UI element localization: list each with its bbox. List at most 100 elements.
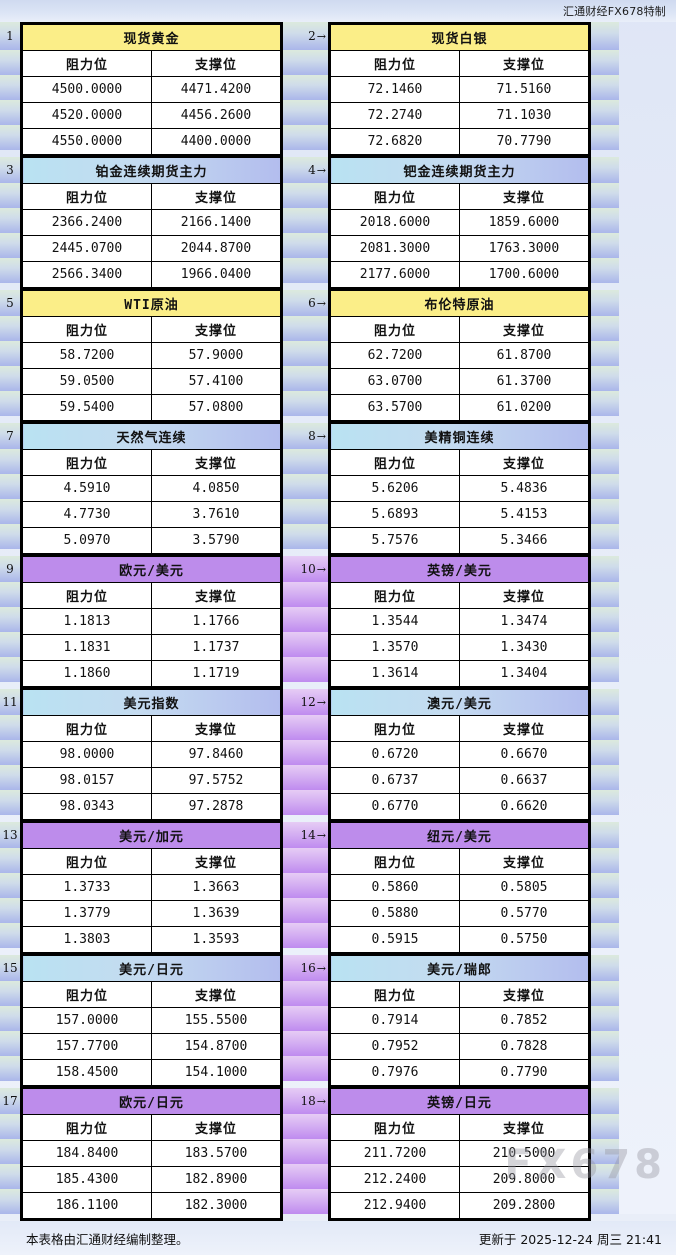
- gutter-cell: [0, 981, 20, 1006]
- support-value: 57.4100: [151, 368, 281, 395]
- support-value: 1859.6000: [459, 209, 589, 236]
- instrument-panel: 现货白银 阻力位 支撑位 72.1460 71.5160 72.2740 71.1030 72…: [328, 22, 591, 157]
- table-row: 5.0970 3.5790: [22, 527, 281, 554]
- gutter-cell: [283, 1031, 328, 1056]
- support-value: 183.5700: [151, 1140, 281, 1167]
- gutter-cell: [0, 183, 20, 208]
- gutter-cell: [283, 848, 328, 873]
- gutter-cell: [591, 75, 619, 100]
- table-row: 0.6720 0.6670: [330, 741, 589, 768]
- support-value: 71.1030: [459, 102, 589, 129]
- gutter-cell: [283, 1139, 328, 1164]
- middle-row-gutter: 16 →: [283, 955, 328, 1088]
- gutter-cell: [591, 474, 619, 499]
- instrument-title: 现货黄金: [22, 24, 281, 51]
- gutter-cell: [283, 366, 328, 391]
- row-pointer-arrow: →: [316, 961, 326, 975]
- resistance-value: 72.2740: [330, 102, 460, 129]
- gutter-cell: [0, 1114, 20, 1139]
- support-value: 0.7852: [459, 1007, 589, 1034]
- gutter-cell: [591, 1031, 619, 1056]
- support-value: 5.4153: [459, 501, 589, 528]
- table-row: 184.8400 183.5700: [22, 1140, 281, 1167]
- gutter-cell: [283, 474, 328, 499]
- column-header-resistance: 阻力位: [330, 848, 460, 875]
- resistance-value: 5.6206: [330, 475, 460, 502]
- gutter-cell: [591, 341, 619, 366]
- resistance-value: 59.5400: [22, 394, 152, 421]
- support-value: 4456.2600: [151, 102, 281, 129]
- resistance-value: 1.3733: [22, 874, 152, 901]
- gutter-cell: [283, 233, 328, 258]
- update-label: 更新于: [478, 1231, 517, 1247]
- gutter-cell: [591, 873, 619, 898]
- gutter-cell: [283, 873, 328, 898]
- gutter-cell: [0, 582, 20, 607]
- table-row: 0.7952 0.7828: [330, 1033, 589, 1060]
- gutter-cell: [591, 715, 619, 740]
- block-row: 11 美元指数 阻力位 支撑位 98.0000 97.8460 98.0157 97.5752…: [0, 689, 676, 822]
- instrument-panel: 纽元/美元 阻力位 支撑位 0.5860 0.5805 0.5880 0.5770 0.591…: [328, 822, 591, 955]
- instrument-title: 美元/日元: [22, 955, 281, 982]
- support-value: 61.0200: [459, 394, 589, 421]
- gutter-cell: [0, 873, 20, 898]
- resistance-value: 212.9400: [330, 1192, 460, 1219]
- row-number-right: 8 →: [283, 423, 328, 449]
- resistance-value: 63.0700: [330, 368, 460, 395]
- row-pointer-arrow: →: [316, 828, 326, 842]
- instrument-panel: 美元指数 阻力位 支撑位 98.0000 97.8460 98.0157 97.5752 98…: [20, 689, 283, 822]
- support-value: 4471.4200: [151, 76, 281, 103]
- support-value: 1.1719: [151, 660, 281, 687]
- instrument-panel: 美精铜连续 阻力位 支撑位 5.6206 5.4836 5.6893 5.4153 5.757…: [328, 423, 591, 556]
- table-row: 0.6737 0.6637: [330, 767, 589, 794]
- instrument-panel: WTI原油 阻力位 支撑位 58.7200 57.9000 59.0500 57.4100 5…: [20, 290, 283, 423]
- block-row: 3 铂金连续期货主力 阻力位 支撑位 2366.2400 2166.1400 2445.07…: [0, 157, 676, 290]
- column-header-support: 支撑位: [151, 1114, 281, 1141]
- table-row: 1.3570 1.3430: [330, 634, 589, 661]
- gutter-cell: [0, 1056, 20, 1081]
- gutter-cell: [591, 290, 619, 316]
- resistance-value: 1.3779: [22, 900, 152, 927]
- middle-row-gutter: 2 →: [283, 22, 328, 157]
- gutter-cell: [283, 1189, 328, 1214]
- gutter-cell: [283, 1114, 328, 1139]
- gutter-cell: [0, 1006, 20, 1031]
- gutter-cell: [591, 582, 619, 607]
- gutter-cell: [0, 100, 20, 125]
- instrument-panel: 布伦特原油 阻力位 支撑位 62.7200 61.8700 63.0700 61.3700 6…: [328, 290, 591, 423]
- support-value: 210.5000: [459, 1140, 589, 1167]
- row-number-left: 1: [0, 22, 20, 50]
- gutter-cell: [0, 449, 20, 474]
- table-row: 2018.6000 1859.6000: [330, 209, 589, 236]
- support-value: 1966.0400: [151, 261, 281, 288]
- row-number-right: 10 →: [283, 556, 328, 582]
- instrument-title: 欧元/美元: [22, 556, 281, 583]
- support-value: 57.0800: [151, 394, 281, 421]
- instrument-panel: 天然气连续 阻力位 支撑位 4.5910 4.0850 4.7730 3.7610 5.097…: [20, 423, 283, 556]
- gutter-cell: [283, 449, 328, 474]
- gutter-cell: [591, 657, 619, 682]
- table-row: 72.2740 71.1030: [330, 102, 589, 129]
- top-header-bar: 汇通财经FX678特制: [0, 0, 676, 22]
- gutter-cell: [0, 75, 20, 100]
- table-row: 58.7200 57.9000: [22, 342, 281, 369]
- resistance-value: 0.6720: [330, 741, 460, 768]
- gutter-cell: [591, 316, 619, 341]
- gutter-cell: [283, 1164, 328, 1189]
- column-header-support: 支撑位: [459, 183, 589, 210]
- table-row: 0.7976 0.7790: [330, 1059, 589, 1086]
- column-header-resistance: 阻力位: [330, 183, 460, 210]
- gutter-cell: [283, 391, 328, 416]
- table-row: 4550.0000 4400.0000: [22, 128, 281, 155]
- support-value: 0.6637: [459, 767, 589, 794]
- resistance-value: 5.7576: [330, 527, 460, 554]
- support-value: 3.5790: [151, 527, 281, 554]
- support-value: 182.8900: [151, 1166, 281, 1193]
- gutter-cell: [0, 740, 20, 765]
- gutter-cell: [591, 981, 619, 1006]
- gutter-cell: [591, 499, 619, 524]
- resistance-value: 1.1860: [22, 660, 152, 687]
- gutter-cell: [591, 423, 619, 449]
- row-number-left: 9: [0, 556, 20, 582]
- table-row: 185.4300 182.8900: [22, 1166, 281, 1193]
